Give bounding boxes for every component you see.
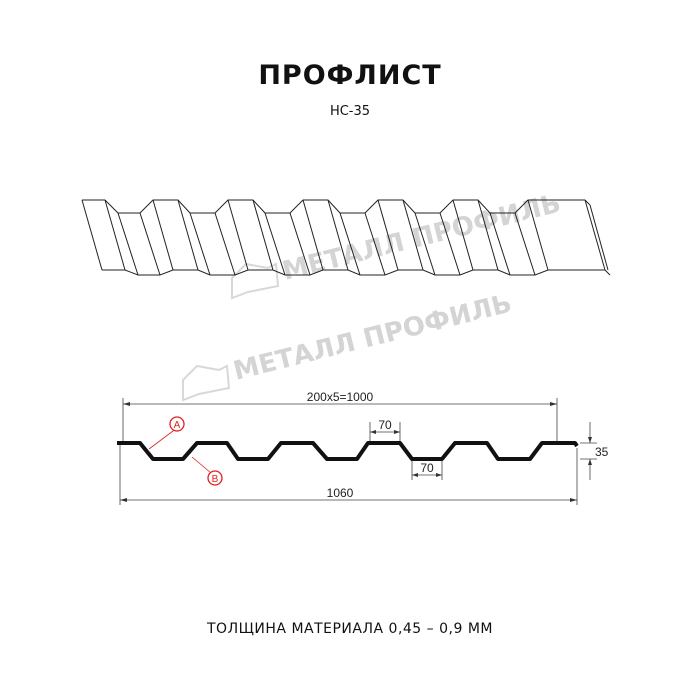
sheet-fold-line — [339, 212, 361, 276]
marker-a-label: A — [174, 420, 181, 431]
marker-b: B — [191, 456, 223, 486]
watermark-logo-bottom: МЕТАЛЛ ПРОФИЛЬ — [182, 289, 515, 402]
sheet-fold-line — [104, 199, 126, 271]
sheet-fold-line — [439, 212, 461, 276]
sheet-fold-line — [289, 212, 311, 276]
dim-total-width: 1060 — [327, 486, 354, 500]
dim-height: 35 — [595, 445, 609, 459]
watermark-logo-top: МЕТАЛЛ ПРОФИЛЬ — [231, 189, 564, 300]
sheet-fold-line — [302, 199, 324, 271]
sheet-fold-line — [414, 212, 436, 276]
dim-bottom-flat: 70 — [420, 461, 434, 475]
sheet-fold-line — [584, 199, 606, 271]
sheet-fold-line — [402, 199, 424, 271]
sheet-fold-line — [514, 212, 536, 276]
material-thickness-note: ТОЛЩИНА МАТЕРИАЛА 0,45 – 0,9 ММ — [207, 621, 493, 637]
marker-a: A — [148, 416, 185, 450]
sheet-fold-line — [264, 212, 286, 276]
dim-top-flat: 70 — [378, 418, 392, 432]
sheet-fold-line — [489, 212, 511, 276]
sheet-fold-line — [81, 199, 103, 271]
watermark-text: МЕТАЛЛ ПРОФИЛЬ — [230, 289, 514, 387]
sheet-fold-line — [452, 199, 474, 271]
sheet-fold-line — [477, 199, 499, 271]
sheet-fold-line — [214, 212, 236, 276]
marker-b-label: B — [212, 474, 219, 485]
sheet-fold-line — [189, 212, 211, 276]
sheet-fold-line — [117, 212, 139, 276]
sheet-fold-line — [252, 199, 274, 271]
page-title: ПРОФЛИСТ — [258, 60, 442, 91]
sheet-fold-line — [364, 212, 386, 276]
sheet-fold-line — [527, 199, 549, 271]
sheet-fold-line — [327, 199, 349, 271]
dim-pitch-total: 200x5=1000 — [307, 390, 374, 404]
watermark-text: МЕТАЛЛ ПРОФИЛЬ — [279, 189, 563, 287]
profile-cross-section — [117, 441, 579, 461]
sheet-fold-line — [139, 212, 161, 276]
sheet-fold-line — [177, 199, 199, 271]
sheet-perspective-view — [81, 199, 611, 276]
sheet-fold-line — [152, 199, 174, 271]
sheet-fold-line — [227, 199, 249, 271]
sheet-fold-line — [377, 199, 399, 271]
model-subtitle: НС-35 — [329, 104, 371, 119]
sheet-fold-line — [589, 204, 609, 271]
dimension-arrows — [120, 402, 592, 502]
